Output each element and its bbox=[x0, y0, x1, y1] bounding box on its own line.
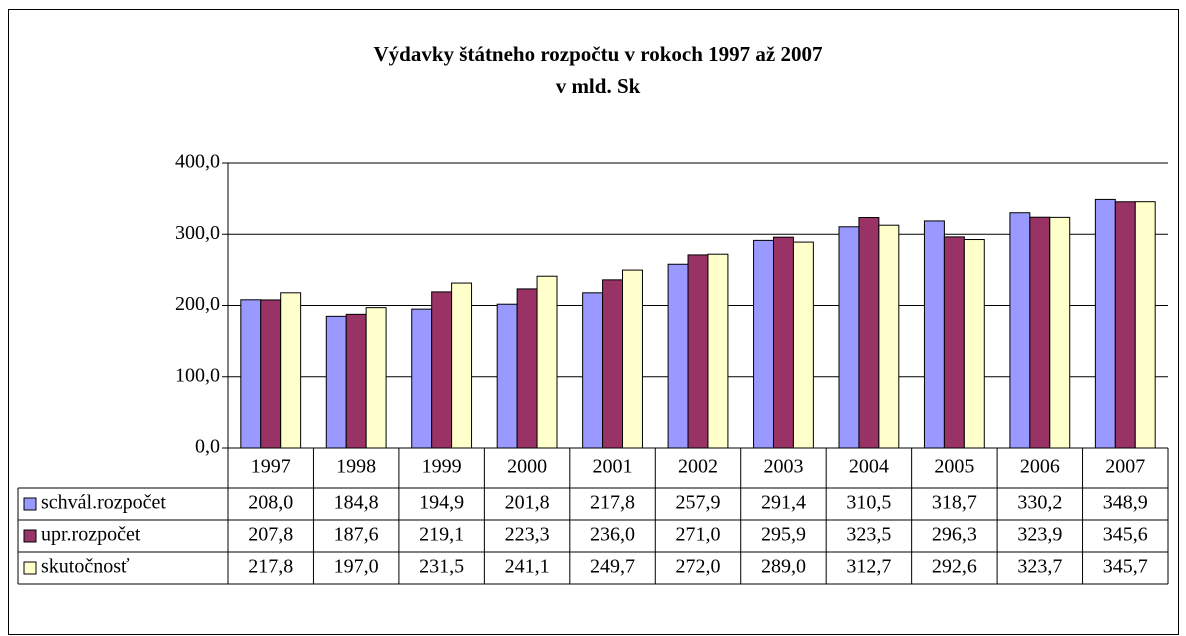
bar bbox=[240, 299, 262, 449]
bar bbox=[411, 308, 433, 449]
data-table-value: 312,7 bbox=[846, 556, 891, 578]
x-tick-label: 2007 bbox=[1105, 456, 1145, 478]
data-table-value: 272,0 bbox=[676, 556, 721, 578]
data-table-value: 241,1 bbox=[505, 556, 550, 578]
data-table-value: 323,5 bbox=[846, 524, 891, 546]
legend-key bbox=[23, 561, 37, 575]
data-table-value: 323,7 bbox=[1017, 556, 1062, 578]
data-table-value: 217,8 bbox=[590, 492, 635, 514]
bar bbox=[838, 226, 860, 449]
x-tick-label: 2004 bbox=[849, 456, 889, 478]
data-table-value: 271,0 bbox=[676, 524, 721, 546]
x-tick-label: 2002 bbox=[678, 456, 718, 478]
bar bbox=[365, 307, 387, 449]
data-table-value: 296,3 bbox=[932, 524, 977, 546]
bar bbox=[345, 313, 367, 449]
data-table-value: 201,8 bbox=[505, 492, 550, 514]
bar bbox=[1094, 198, 1116, 449]
data-table-value: 289,0 bbox=[761, 556, 806, 578]
data-table-value: 292,6 bbox=[932, 556, 977, 578]
legend-key bbox=[23, 529, 37, 543]
x-tick-label: 1998 bbox=[336, 456, 376, 478]
legend-label: upr.rozpočet bbox=[41, 524, 141, 546]
bar bbox=[667, 263, 689, 449]
bar bbox=[1134, 201, 1156, 449]
y-tick-label: 300,0 bbox=[175, 222, 220, 244]
data-table-value: 219,1 bbox=[419, 524, 464, 546]
bar bbox=[260, 299, 282, 449]
y-tick-label: 0,0 bbox=[195, 436, 220, 458]
data-table-value: 249,7 bbox=[590, 556, 635, 578]
bar bbox=[687, 254, 709, 449]
x-tick-label: 1999 bbox=[422, 456, 462, 478]
data-table-value: 323,9 bbox=[1017, 524, 1062, 546]
data-table-value: 291,4 bbox=[761, 492, 806, 514]
data-table-value: 318,7 bbox=[932, 492, 977, 514]
legend-label: schvál.rozpočet bbox=[41, 492, 166, 514]
bar bbox=[792, 241, 814, 449]
bar bbox=[963, 239, 985, 449]
bar bbox=[707, 253, 729, 449]
bar bbox=[1029, 216, 1051, 449]
bar bbox=[451, 282, 473, 449]
bar bbox=[772, 236, 794, 449]
bar bbox=[496, 303, 518, 449]
bar bbox=[582, 292, 604, 449]
data-table-value: 187,6 bbox=[334, 524, 379, 546]
bar bbox=[516, 288, 538, 449]
bar bbox=[1049, 216, 1071, 449]
data-table-value: 184,8 bbox=[334, 492, 379, 514]
bar bbox=[1009, 212, 1031, 449]
data-table-value: 207,8 bbox=[248, 524, 293, 546]
bar bbox=[1114, 201, 1136, 449]
legend-key bbox=[23, 497, 37, 511]
data-table-value: 236,0 bbox=[590, 524, 635, 546]
bar bbox=[753, 239, 774, 449]
y-tick-label: 100,0 bbox=[175, 364, 220, 386]
chart-title: Výdavky štátneho rozpočtu v rokoch 1997 … bbox=[374, 42, 823, 66]
bar bbox=[431, 291, 453, 449]
bar bbox=[943, 236, 965, 449]
data-table-value: 197,0 bbox=[334, 556, 379, 578]
x-tick-label: 1997 bbox=[251, 456, 291, 478]
data-table-value: 194,9 bbox=[419, 492, 464, 514]
bar bbox=[878, 224, 900, 449]
bar bbox=[622, 269, 643, 449]
x-tick-label: 2000 bbox=[507, 456, 547, 478]
x-tick-label: 2001 bbox=[593, 456, 633, 478]
bar bbox=[280, 292, 302, 449]
bar bbox=[858, 217, 880, 449]
data-table-value: 223,3 bbox=[505, 524, 550, 546]
data-table-value: 295,9 bbox=[761, 524, 806, 546]
data-table-value: 345,6 bbox=[1103, 524, 1148, 546]
bar bbox=[325, 315, 347, 449]
bar bbox=[602, 279, 624, 449]
legend-label: skutočnosť bbox=[41, 556, 130, 578]
y-tick-label: 400,0 bbox=[175, 151, 220, 173]
x-tick-label: 2006 bbox=[1020, 456, 1060, 478]
data-table-value: 348,9 bbox=[1103, 492, 1148, 514]
chart-subtitle: v mld. Sk bbox=[556, 74, 641, 98]
data-table-value: 257,9 bbox=[676, 492, 721, 514]
data-table-value: 208,0 bbox=[248, 492, 293, 514]
bar bbox=[536, 275, 558, 449]
data-table-value: 345,7 bbox=[1103, 556, 1148, 578]
bar bbox=[923, 220, 945, 449]
data-table-value: 217,8 bbox=[248, 556, 293, 578]
data-table-value: 231,5 bbox=[419, 556, 464, 578]
data-table-value: 330,2 bbox=[1017, 492, 1062, 514]
x-tick-label: 2003 bbox=[763, 456, 803, 478]
y-tick-label: 200,0 bbox=[175, 293, 220, 315]
data-table-value: 310,5 bbox=[846, 492, 891, 514]
x-tick-label: 2005 bbox=[934, 456, 974, 478]
